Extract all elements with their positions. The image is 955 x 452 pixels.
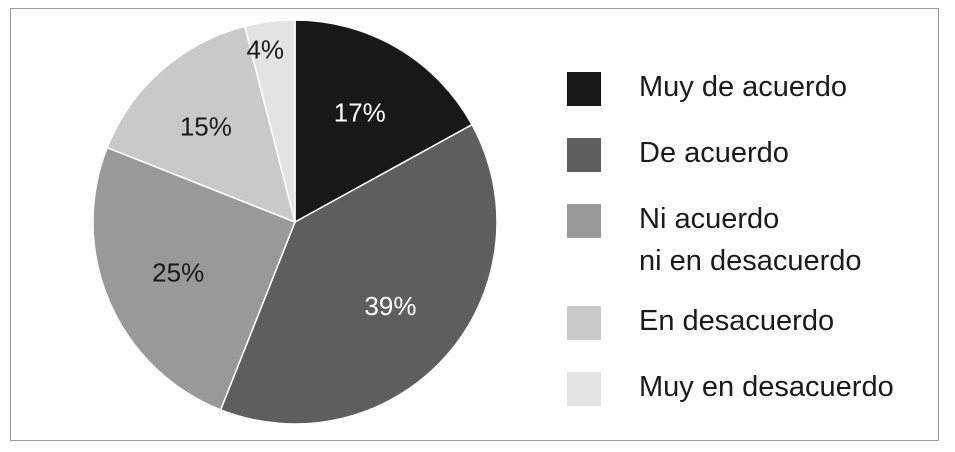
pie-slice xyxy=(219,123,498,425)
legend-swatch xyxy=(567,72,601,106)
chart-frame: 17% 39% 25% 15% 4% Muy de acuerdo De acuerdo… xyxy=(10,8,939,441)
slice-percent-label: 15% xyxy=(180,112,232,142)
legend-label: De acuerdo xyxy=(639,137,789,169)
legend-swatch xyxy=(567,204,601,238)
legend-swatch xyxy=(567,306,601,340)
legend-label-line1: Ni acuerdo xyxy=(639,203,780,235)
legend-label-line2: ni en desacuerdo xyxy=(639,245,862,277)
pie-chart: 17% 39% 25% 15% 4% xyxy=(92,19,498,425)
slice-percent-label: 39% xyxy=(364,291,416,321)
pie-slice xyxy=(294,19,474,224)
pie-slice xyxy=(92,146,296,411)
legend-swatch xyxy=(567,138,601,172)
slice-percent-label: 25% xyxy=(152,258,204,288)
legend-swatch xyxy=(567,372,601,406)
slice-percent-label: 4% xyxy=(246,35,284,65)
slice-percent-label: 17% xyxy=(334,97,386,127)
pie-slice xyxy=(106,25,297,224)
legend-label: En desacuerdo xyxy=(639,305,835,337)
legend-label: Muy de acuerdo xyxy=(639,71,847,103)
pie-slice xyxy=(243,19,296,223)
legend-label: Muy en desacuerdo xyxy=(639,371,894,403)
